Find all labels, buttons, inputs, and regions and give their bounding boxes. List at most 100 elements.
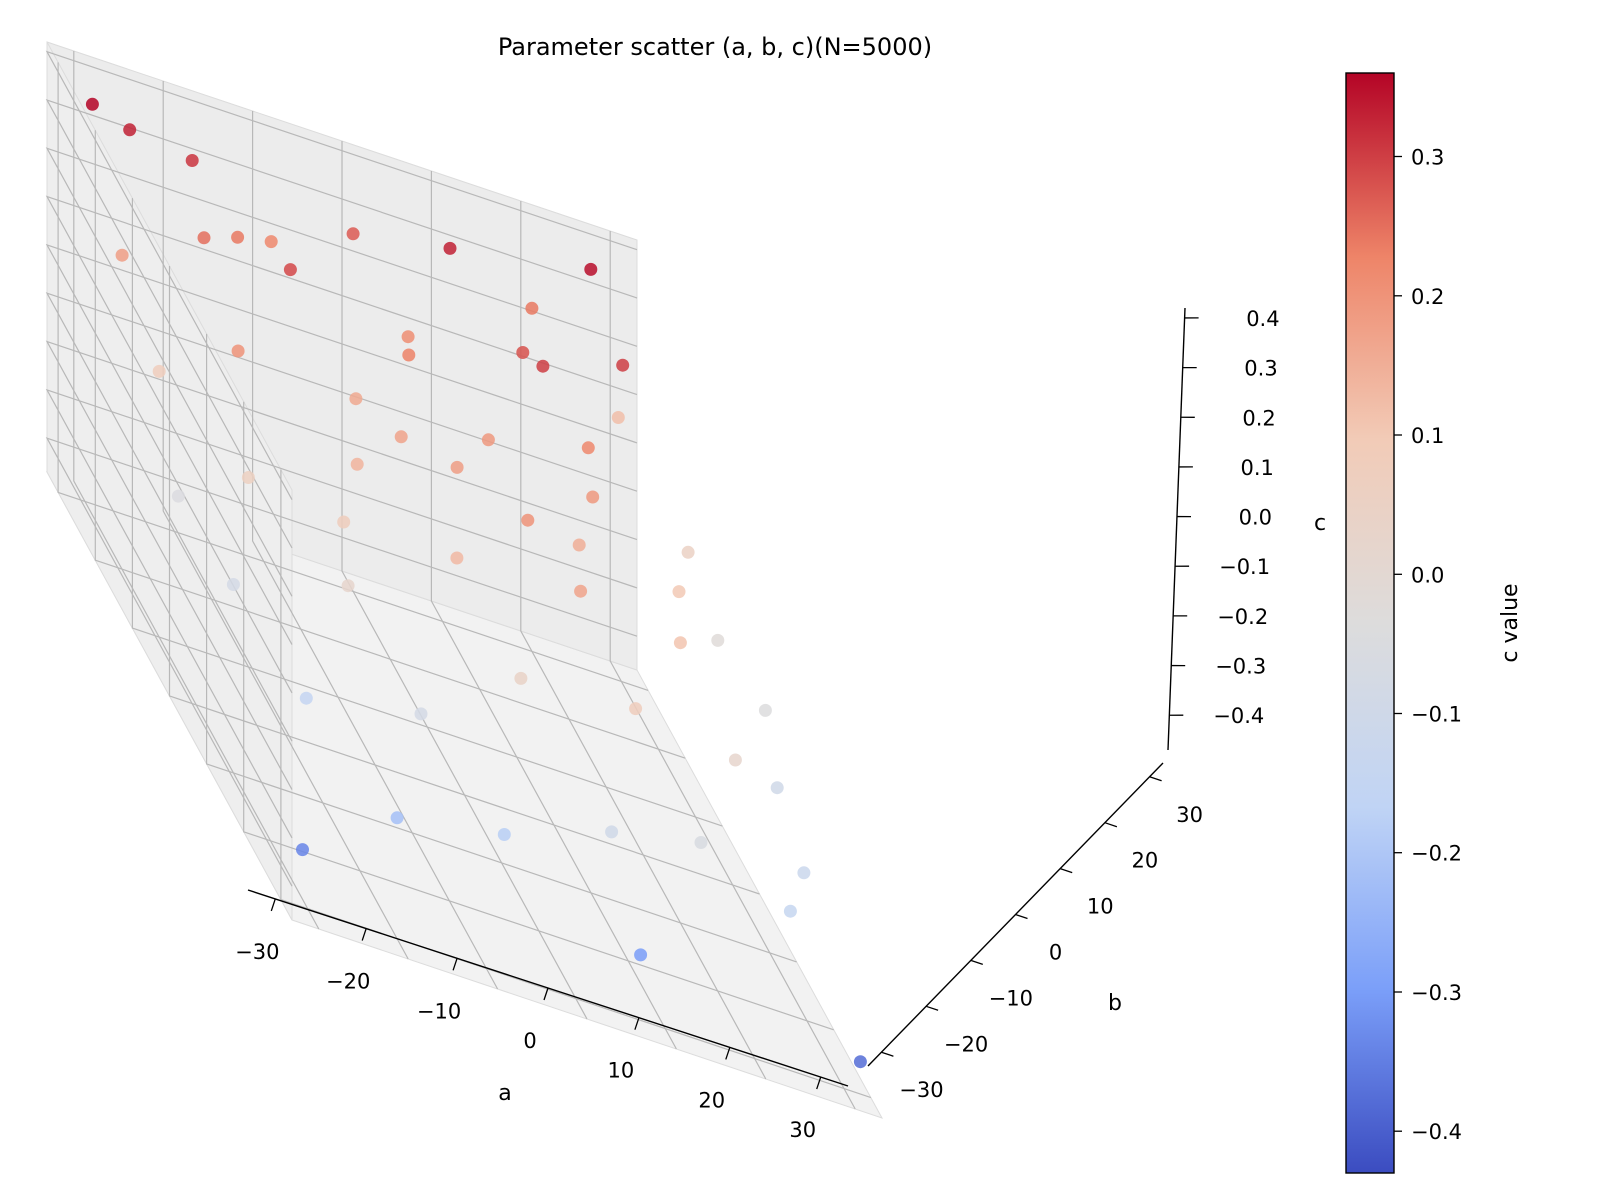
c-axis-tick-label: 0.2 <box>1242 406 1275 430</box>
scatter-point <box>536 359 550 373</box>
b-axis-tick-label: −10 <box>989 986 1033 1010</box>
a-axis-tick <box>361 928 367 941</box>
b-axis-tick <box>1104 822 1118 828</box>
scatter-point <box>586 490 600 504</box>
grid-line-a <box>252 111 499 990</box>
grid-line-a <box>430 171 677 1050</box>
scatter-point <box>337 515 351 529</box>
scatter-point <box>264 235 278 249</box>
scatter-point <box>581 441 595 455</box>
scatter-point <box>574 584 588 598</box>
colorbar-tick-label: 0.1 <box>1411 424 1444 448</box>
scatter-point <box>853 1055 867 1069</box>
axis-line-c <box>1167 307 1186 751</box>
scatter-point <box>516 346 530 359</box>
b-axis-tick-label: −30 <box>899 1078 943 1102</box>
scatter-point <box>711 633 725 647</box>
colorbar-ticks: −0.4 −0.3 −0.2 −0.1 0.0 0.1 0.2 0.3 <box>1394 146 1462 1144</box>
a-axis-tick <box>725 1047 731 1060</box>
grid-line-c <box>45 340 638 790</box>
a-axis-tick-label: −10 <box>417 999 461 1023</box>
colorbar-tick-label: 0.0 <box>1411 563 1444 587</box>
scatter-point <box>450 551 464 565</box>
grid-line-b <box>280 469 872 1099</box>
scatter-point <box>349 392 363 406</box>
scatter-point <box>514 671 528 685</box>
scatter-points <box>85 97 867 1069</box>
axes-panes <box>45 41 884 1119</box>
grid-line-c <box>45 147 638 597</box>
b-axis-tick-label: 10 <box>1087 895 1114 919</box>
grid-line-c <box>45 292 638 742</box>
scatter-point <box>350 457 364 471</box>
scatter-point <box>115 248 129 262</box>
grid-line-c <box>45 195 638 645</box>
scatter-point <box>728 753 742 767</box>
grid-line-c <box>45 437 638 887</box>
scatter-point <box>770 781 784 795</box>
colorbar-tick-label: 0.3 <box>1411 146 1444 170</box>
scatter-point <box>231 230 245 244</box>
scatter-point <box>758 703 772 717</box>
grid-line-c <box>45 98 638 549</box>
colorbar-tick-label: −0.2 <box>1411 842 1462 866</box>
scatter-point <box>231 344 245 358</box>
axes-grid <box>45 50 872 1110</box>
scatter-point <box>634 948 648 962</box>
grid-line-a <box>73 51 320 930</box>
scatter-point <box>152 364 166 378</box>
c-axis-tick-label: −0.4 <box>1213 704 1264 728</box>
c-axis-tick-label: 0.0 <box>1239 506 1272 530</box>
scatter-point <box>390 811 404 825</box>
c-axis-tick-label: −0.2 <box>1217 605 1268 629</box>
b-axis-tick <box>1059 867 1073 874</box>
grid-line-a <box>162 81 409 960</box>
a-axis-tick-label: 20 <box>698 1088 725 1112</box>
b-axis-tick-label: −20 <box>944 1032 988 1056</box>
axis-ticks: −30−20−100102030−30−20−100102030−0.4−0.3… <box>235 307 1279 1142</box>
c-axis-tick-label: −0.3 <box>1215 655 1266 679</box>
grid-line-b <box>243 401 834 1031</box>
scatter-point <box>299 691 313 705</box>
grid-line-c <box>45 50 638 500</box>
y-axis-label: b <box>1108 991 1122 1016</box>
scatter-point <box>572 538 586 552</box>
scatter-point <box>605 825 619 839</box>
scatter-point <box>497 828 511 841</box>
scatter-point <box>171 489 185 503</box>
c-axis-tick-label: −0.1 <box>1219 555 1270 579</box>
b-axis-tick <box>925 1005 939 1011</box>
scatter-point <box>85 97 99 111</box>
grid-line-a <box>609 231 856 1110</box>
a-axis-tick <box>452 958 458 971</box>
b-axis-tick-label: 30 <box>1176 803 1203 827</box>
colorbar <box>1345 72 1395 1174</box>
grid-line-c <box>45 388 638 839</box>
scatter-point <box>672 585 686 599</box>
scatter-point <box>611 411 625 424</box>
a-axis-tick-label: 0 <box>523 1029 536 1053</box>
z-axis-label: c <box>1314 511 1326 536</box>
grid-line-a <box>520 201 767 1080</box>
a-axis-tick <box>816 1076 822 1090</box>
colorbar-tick-label: −0.3 <box>1411 981 1462 1005</box>
scatter-point <box>341 579 355 593</box>
b-axis-tick <box>1015 913 1028 920</box>
scatter-point <box>402 348 416 362</box>
b-axis-tick-label: 20 <box>1132 849 1159 873</box>
scatter-point <box>673 636 687 650</box>
a-axis-tick <box>270 898 276 912</box>
grid-line-b <box>94 130 686 759</box>
scatter-point <box>346 227 360 241</box>
scatter-point <box>123 123 137 137</box>
grid-line-b <box>168 266 760 895</box>
c-axis-tick-label: 0.3 <box>1244 357 1277 381</box>
scatter-point <box>394 430 408 444</box>
grid-line-a <box>341 141 588 1020</box>
b-axis-tick <box>1149 776 1162 782</box>
grid-line-b <box>206 333 797 963</box>
b-axis-tick-label: 0 <box>1049 941 1062 965</box>
grid-line-b <box>57 62 649 691</box>
colorbar-tick-label: −0.4 <box>1411 1120 1462 1144</box>
